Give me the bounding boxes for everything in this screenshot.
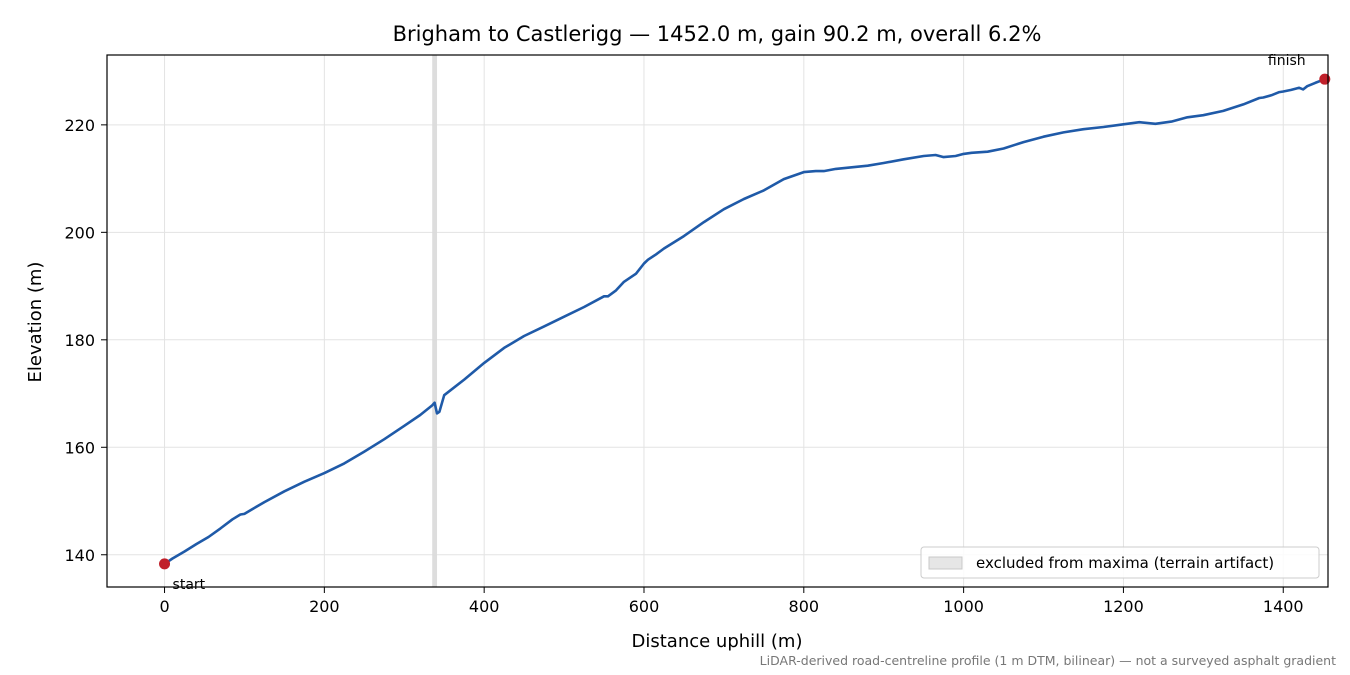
legend: excluded from maxima (terrain artifact) [920, 546, 1320, 579]
x-axis-label: Distance uphill (m) [632, 631, 803, 652]
footnote: LiDAR-derived road-centreline profile (1… [760, 653, 1336, 668]
x-tick-label: 800 [789, 597, 820, 616]
finish-marker [1319, 73, 1331, 85]
finish-label: finish [1268, 53, 1306, 69]
x-tick-label: 1000 [943, 597, 984, 616]
legend-entry-label: excluded from maxima (terrain artifact) [976, 554, 1274, 572]
x-tick-label: 1200 [1103, 597, 1144, 616]
plot-frame [106, 54, 1329, 588]
x-tick-label: 1400 [1263, 597, 1304, 616]
x-tick-label: 0 [159, 597, 169, 616]
series-layer [163, 77, 1326, 565]
y-tick-label: 160 [64, 438, 95, 457]
y-axis-label: Elevation (m) [25, 262, 46, 383]
start-label: start [173, 577, 206, 593]
x-tick-label: 400 [469, 597, 500, 616]
legend-swatch [928, 556, 963, 570]
x-tick-label: 600 [629, 597, 660, 616]
y-tick-label: 140 [64, 546, 95, 565]
legend-box [920, 546, 1320, 579]
y-tick-label: 200 [64, 223, 95, 242]
y-tick-label: 180 [64, 331, 95, 350]
start-marker [159, 558, 171, 570]
grid-lines [107, 55, 1328, 587]
marker-layer: start finish [159, 53, 1331, 593]
excluded-band [432, 55, 438, 587]
axis-ticks: 0 200 400 600 800 1000 1200 1400 140 160 180 200 220 [64, 116, 1303, 616]
excluded-band-layer [432, 55, 438, 587]
chart-title: Brigham to Castlerigg — 1452.0 m, gain 9… [393, 22, 1042, 46]
elevation-line [163, 77, 1326, 565]
x-tick-label: 200 [309, 597, 340, 616]
y-tick-label: 220 [64, 116, 95, 135]
